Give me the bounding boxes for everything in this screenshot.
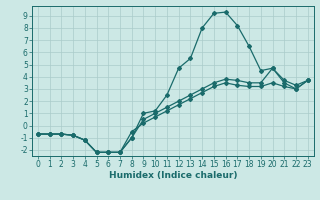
X-axis label: Humidex (Indice chaleur): Humidex (Indice chaleur)	[108, 171, 237, 180]
